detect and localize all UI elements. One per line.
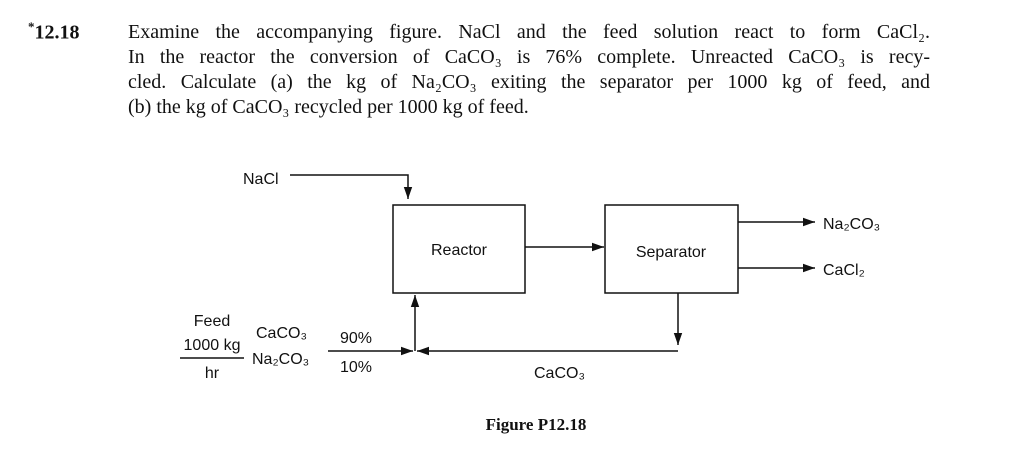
figure-caption: Figure P12.18 — [486, 415, 587, 434]
cacl2-output-label: CaCl₂ — [823, 262, 865, 279]
problem-text-line-4: (b) the kg of CaCO₃ recycled per 1000 kg… — [128, 96, 529, 118]
feed-rate-denominator: hr — [205, 365, 220, 382]
recycle-label: CaCO₃ — [534, 365, 585, 382]
feed-label: Feed — [194, 313, 230, 330]
na2co3-output-label: Na₂CO₃ — [823, 216, 880, 233]
reactor-box — [392, 204, 526, 294]
nacl-stream-arrow — [290, 174, 413, 199]
feed-rate-numerator: 1000 kg — [184, 337, 241, 354]
problem-number: *12.18 — [28, 19, 80, 44]
nacl-label: NaCl — [243, 171, 279, 188]
separator-label: Separator — [636, 244, 707, 261]
feed-component-na2co3: Na₂CO₃ — [252, 351, 309, 368]
feed-fraction-na2co3: 10% — [340, 359, 372, 376]
problem-text-line-1: Examine the accompanying figure. NaCl an… — [128, 21, 930, 43]
feed-component-caco3: CaCO₃ — [256, 325, 307, 342]
reactor-label: Reactor — [431, 242, 488, 259]
feed-fraction-caco3: 90% — [340, 330, 372, 347]
problem-text-line-2: In the reactor the conversion of CaCO₃ i… — [128, 46, 930, 68]
problem-text-line-3: cled. Calculate (a) the kg of Na₂CO₃ exi… — [128, 71, 930, 93]
separator-box — [604, 204, 739, 294]
